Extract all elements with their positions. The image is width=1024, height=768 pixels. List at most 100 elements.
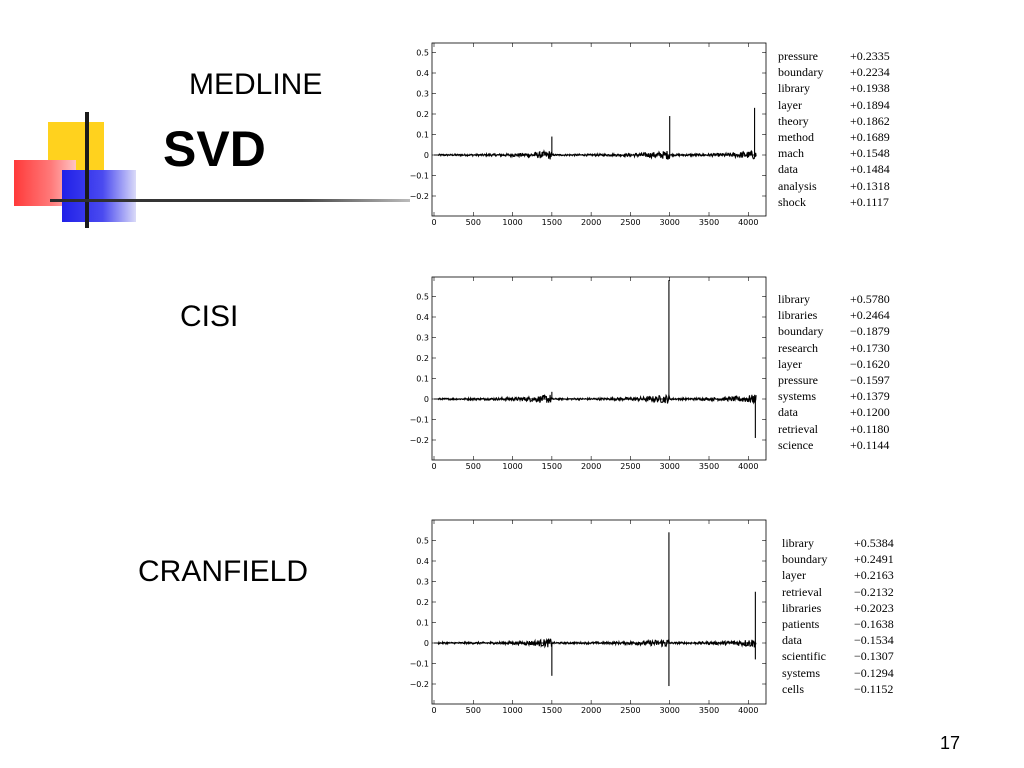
x-tick-label: 1000 <box>502 462 522 471</box>
term-row: data +0.1200 <box>778 404 910 420</box>
x-tick-label: 0 <box>431 706 436 715</box>
term-label: library <box>782 536 814 550</box>
y-tick-label: 0.4 <box>416 69 429 78</box>
term-row: systems −0.1294 <box>782 665 914 681</box>
term-table-cranfield: library +0.5384 boundary +0.2491 layer +0.216… <box>782 535 914 697</box>
term-row: method +0.1689 <box>778 129 910 145</box>
term-weight: −0.1152 <box>854 681 894 696</box>
term-table-medline: pressure +0.2335 boundary +0.2234 library +0.… <box>778 48 910 210</box>
term-label: boundary <box>782 552 828 567</box>
term-weight: +0.1862 <box>850 113 890 128</box>
term-label: library <box>778 81 810 96</box>
x-tick-label: 2500 <box>620 706 640 715</box>
term-row: shock +0.1117 <box>778 194 910 210</box>
slide-title: SVD <box>163 121 266 177</box>
x-tick-label: 4000 <box>738 462 758 471</box>
page-number: 17 <box>940 733 961 753</box>
term-row: data −0.1534 <box>782 632 914 648</box>
x-tick-label: 0 <box>431 462 436 471</box>
x-tick-label: 1500 <box>542 218 562 227</box>
term-label: layer <box>782 568 806 583</box>
y-tick-label: 0 <box>424 151 429 160</box>
x-tick-label: 500 <box>466 218 481 227</box>
term-row: library +0.1938 <box>778 80 910 96</box>
term-weight: +0.2491 <box>854 552 894 567</box>
term-label: method <box>778 130 814 145</box>
x-tick-label: 0 <box>431 218 436 227</box>
term-label: pressure <box>778 373 818 388</box>
y-tick-label: 0.5 <box>416 293 429 302</box>
series-line <box>437 149 757 160</box>
term-row: layer +0.1894 <box>778 97 910 113</box>
y-tick-label: 0 <box>424 639 429 648</box>
term-label: cells <box>782 681 804 696</box>
term-label: scientific <box>782 649 826 664</box>
term-row: systems +0.1379 <box>778 388 910 404</box>
x-tick-label: 2000 <box>581 462 601 471</box>
term-weight: +0.2464 <box>850 308 890 323</box>
term-label: boundary <box>778 324 824 339</box>
term-weight: +0.5780 <box>850 292 890 306</box>
term-row: scientific −0.1307 <box>782 648 914 664</box>
y-tick-label: 0.1 <box>416 619 429 628</box>
term-weight: −0.1620 <box>850 356 890 371</box>
y-tick-label: 0.2 <box>416 110 429 119</box>
term-weight: +0.1938 <box>850 81 890 96</box>
term-row: cells −0.1152 <box>782 681 914 697</box>
term-weight: +0.2163 <box>854 568 894 583</box>
term-row: patients −0.1638 <box>782 616 914 632</box>
term-weight: +0.2234 <box>850 65 890 80</box>
term-label: boundary <box>778 65 824 80</box>
series-line <box>437 637 757 649</box>
y-tick-label: −0.2 <box>410 680 429 689</box>
y-tick-label: 0.5 <box>416 49 429 58</box>
y-tick-label: 0.1 <box>416 375 429 384</box>
plot-frame <box>431 42 767 217</box>
x-tick-label: 2500 <box>620 218 640 227</box>
term-label: data <box>782 633 802 648</box>
term-label: systems <box>782 665 821 680</box>
term-weight: +0.1144 <box>850 437 890 452</box>
term-weight: −0.1294 <box>854 665 894 680</box>
term-row: library +0.5780 <box>778 291 910 307</box>
term-weight: −0.1534 <box>854 633 894 648</box>
x-tick-label: 2500 <box>620 462 640 471</box>
term-row: boundary −0.1879 <box>778 323 910 339</box>
term-weight: +0.1117 <box>850 194 889 209</box>
x-tick-label: 1500 <box>542 462 562 471</box>
deco-horizontal-line <box>50 199 410 202</box>
term-label: libraries <box>778 308 818 323</box>
series-line <box>437 393 757 405</box>
y-tick-label: −0.2 <box>410 192 429 201</box>
x-tick-label: 4000 <box>738 706 758 715</box>
term-weight: +0.1484 <box>850 162 890 177</box>
term-table-cisi: library +0.5780 libraries +0.2464 boundary −0… <box>778 291 910 453</box>
term-row: theory +0.1862 <box>778 113 910 129</box>
x-tick-label: 2000 <box>581 218 601 227</box>
term-label: data <box>778 162 798 177</box>
term-row: retrieval −0.2132 <box>782 584 914 600</box>
term-label: layer <box>778 97 802 112</box>
term-row: research +0.1730 <box>778 340 910 356</box>
term-weight: −0.1307 <box>854 649 894 664</box>
y-tick-label: 0.3 <box>416 578 429 587</box>
x-tick-label: 1000 <box>502 706 522 715</box>
y-tick-label: −0.1 <box>410 172 429 181</box>
term-row: mach +0.1548 <box>778 145 910 161</box>
term-label: data <box>778 405 798 420</box>
term-weight: +0.1689 <box>850 130 890 145</box>
x-tick-label: 3500 <box>699 218 719 227</box>
term-row: libraries +0.2023 <box>782 600 914 616</box>
y-tick-label: −0.1 <box>410 660 429 669</box>
deco-blue-square <box>62 170 136 222</box>
term-weight: +0.1200 <box>850 405 890 420</box>
y-tick-label: 0.3 <box>416 334 429 343</box>
term-weight: +0.1548 <box>850 146 890 161</box>
term-label: theory <box>778 113 809 128</box>
term-row: pressure +0.2335 <box>778 48 910 64</box>
term-label: shock <box>778 194 806 209</box>
term-label: patients <box>782 617 820 632</box>
x-tick-label: 1000 <box>502 218 522 227</box>
plot-frame <box>431 519 767 705</box>
